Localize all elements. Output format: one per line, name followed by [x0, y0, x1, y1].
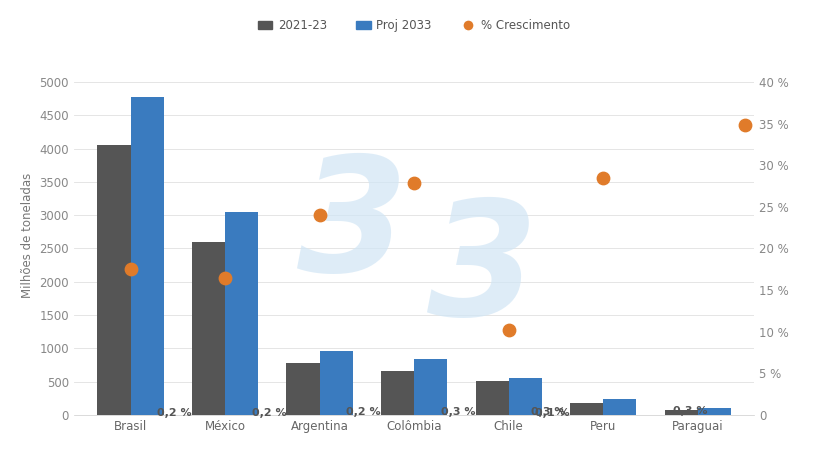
Bar — [663, 410, 697, 415]
Text: 3: 3 — [297, 150, 408, 306]
Text: 0,2 %: 0,2 % — [346, 407, 380, 417]
Bar — [414, 359, 446, 415]
Bar — [569, 402, 603, 415]
Text: 0,3 %: 0,3 % — [672, 406, 706, 416]
Bar — [130, 97, 164, 415]
Text: 3: 3 — [426, 194, 537, 349]
Bar — [286, 363, 319, 415]
Point — [407, 179, 420, 186]
Text: 0,3 %: 0,3 % — [440, 407, 474, 417]
Legend: 2021-23, Proj 2033, % Crescimento: 2021-23, Proj 2033, % Crescimento — [252, 14, 575, 37]
Text: 0,2 %: 0,2 % — [156, 408, 192, 418]
Point — [218, 274, 231, 281]
Bar — [603, 399, 636, 415]
Bar — [508, 378, 541, 415]
Point — [313, 212, 326, 219]
Point — [124, 266, 137, 273]
Bar — [97, 145, 130, 415]
Point — [596, 174, 609, 181]
Bar — [224, 212, 258, 415]
Point — [737, 122, 750, 129]
Bar — [319, 351, 352, 415]
Y-axis label: Milhões de toneladas: Milhões de toneladas — [20, 172, 34, 298]
Bar — [475, 381, 508, 415]
Text: 0,3 %: 0,3 % — [530, 407, 564, 417]
Text: 0,2 %: 0,2 % — [251, 408, 286, 418]
Bar — [381, 371, 414, 415]
Point — [501, 326, 514, 334]
Text: 0,1 %: 0,1 % — [535, 408, 569, 418]
Bar — [697, 408, 730, 415]
Bar — [192, 242, 224, 415]
